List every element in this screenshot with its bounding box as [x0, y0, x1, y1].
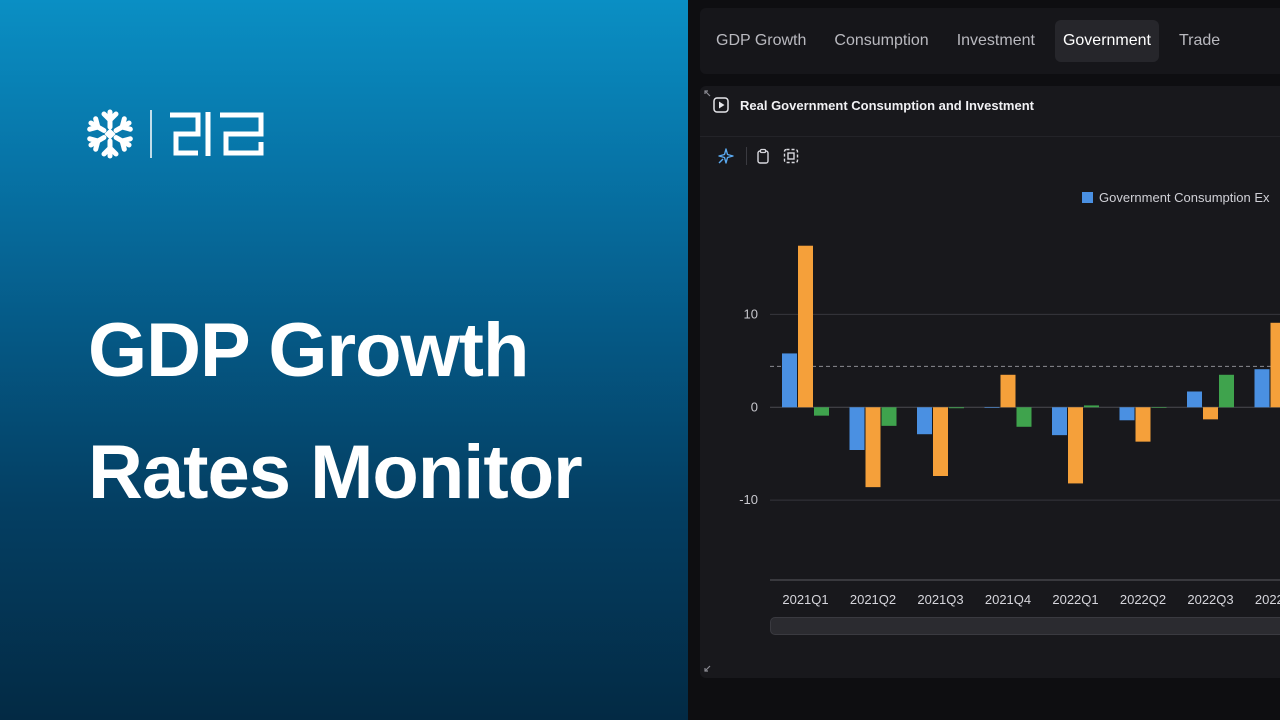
x-tick-label: 2021Q4: [985, 592, 1031, 607]
sparkle-icon: [718, 148, 734, 164]
tab-consumption[interactable]: Consumption: [834, 32, 929, 49]
bar: [1203, 407, 1218, 420]
bar: [814, 407, 829, 416]
hero-title-line-2: Rates Monitor: [88, 430, 583, 515]
bar: [917, 407, 932, 435]
bar: [1119, 407, 1135, 421]
chart-panel: Real Government Consumption and Investme…: [700, 86, 1280, 678]
bar: [1068, 407, 1083, 484]
sparkle-tool-button[interactable]: [716, 146, 736, 166]
hero-title: GDP Growth Rates Monitor: [88, 290, 583, 534]
bar: [933, 407, 948, 476]
legend-label: Government Consumption Ex: [1099, 190, 1270, 205]
bar: [1270, 322, 1280, 408]
x-tick-label: 2022Q4: [1255, 592, 1280, 607]
panel-title: Real Government Consumption and Investme…: [740, 98, 1034, 113]
bar: [1187, 391, 1202, 408]
dashboard-app: GDP Growth Consumption Investment Govern…: [688, 0, 1280, 720]
tab-trade[interactable]: Trade: [1179, 32, 1221, 49]
hero-title-line-1: GDP Growth: [88, 308, 529, 393]
bar-chart[interactable]: -10 0 10 2021Q1 2021Q2 2021Q3 2021Q4 2022Q1 2022…: [700, 216, 1280, 616]
panel-header: Real Government Consumption and Investme…: [700, 86, 1280, 137]
expand-icon[interactable]: [704, 660, 716, 672]
bar: [949, 407, 964, 409]
chart-toolbar: [716, 146, 809, 166]
x-tick-label: 2021Q1: [782, 592, 828, 607]
x-tick-label: 2022Q3: [1187, 592, 1233, 607]
toolbar-separator: [746, 147, 747, 165]
bar: [881, 407, 897, 426]
select-area-button[interactable]: [781, 146, 801, 166]
bar: [1151, 407, 1167, 408]
x-tick-label: 2021Q2: [850, 592, 896, 607]
play-icon[interactable]: [713, 97, 729, 113]
x-tick-label: 2021Q3: [917, 592, 963, 607]
x-tick-label: 2022Q1: [1052, 592, 1098, 607]
select-area-icon: [783, 148, 799, 164]
bar: [984, 407, 1000, 408]
bar: [1016, 407, 1032, 427]
brand-wordmark-icon: [170, 112, 264, 156]
bar: [1254, 369, 1270, 408]
bar: [1000, 374, 1016, 408]
bar: [782, 353, 797, 408]
tab-gdp-growth[interactable]: GDP Growth: [716, 32, 807, 49]
tab-government[interactable]: Government: [1054, 20, 1159, 62]
y-tick-label: 10: [744, 306, 758, 321]
bar: [849, 407, 865, 450]
y-tick-label: 0: [751, 399, 758, 414]
bar: [798, 245, 813, 408]
tab-investment[interactable]: Investment: [956, 32, 1035, 49]
bar: [1135, 407, 1151, 442]
y-tick-label: -10: [739, 492, 758, 507]
chart-range-scrollbar[interactable]: [770, 617, 1280, 635]
bar: [1052, 407, 1067, 436]
brand-logo: [84, 108, 264, 160]
bar: [865, 407, 881, 488]
logo-divider: [150, 110, 152, 158]
chart-legend[interactable]: Government Consumption Ex: [1082, 190, 1270, 205]
copy-button[interactable]: [753, 146, 773, 166]
x-tick-label: 2022Q2: [1120, 592, 1166, 607]
tab-bar: GDP Growth Consumption Investment Govern…: [700, 8, 1280, 74]
clipboard-icon: [757, 148, 769, 164]
hero-panel: GDP Growth Rates Monitor: [0, 0, 688, 720]
snowflake-icon: [84, 109, 136, 160]
bar: [1219, 374, 1234, 408]
legend-swatch: [1082, 192, 1093, 203]
bar: [1084, 405, 1099, 408]
collapse-icon[interactable]: [704, 90, 716, 102]
